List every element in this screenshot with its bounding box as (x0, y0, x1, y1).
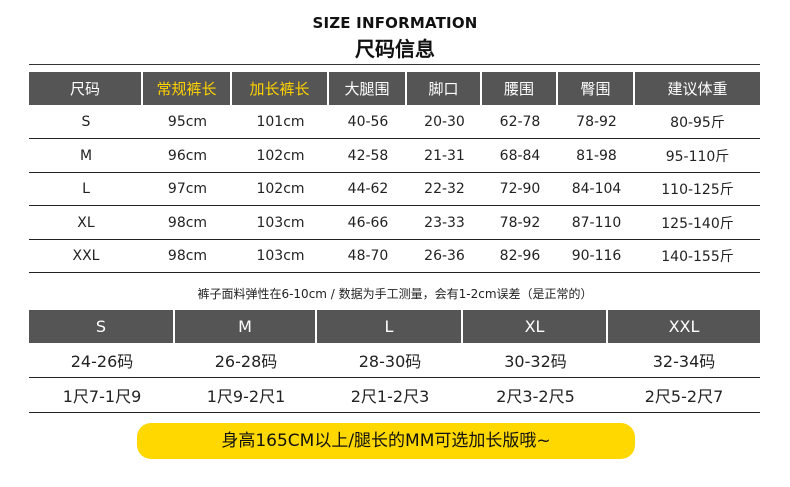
col-header-l: L (317, 310, 463, 343)
cell-long-length: 103cm (232, 206, 329, 240)
cell-waist-chi: 2尺5-2尺7 (608, 378, 760, 413)
col-header-xxl: XXL (608, 310, 760, 343)
cell-thigh: 46-66 (329, 206, 407, 240)
cell-thigh: 44-62 (329, 173, 407, 206)
cell-waist-chi: 1尺9-2尺1 (175, 378, 317, 413)
col-header-hip: 臀围 (558, 72, 635, 105)
cell-long-length: 102cm (232, 139, 329, 173)
col-header-regular-length: 常规裤长 (143, 72, 232, 105)
cell-hem: 22-32 (407, 173, 482, 206)
table1-header-row: 尺码 常规裤长 加长裤长 大腿围 脚口 腰围 臀围 建议体重 (29, 72, 760, 105)
table-row: 24-26码 26-28码 28-30码 30-32码 32-34码 (29, 343, 760, 378)
cell-size: XXL (29, 240, 143, 273)
cell-regular-length: 98cm (143, 240, 232, 273)
table2-header-row: S M L XL XXL (29, 310, 760, 343)
cell-hip: 81-98 (558, 139, 635, 173)
cell-weight: 140-155斤 (635, 240, 760, 273)
cell-waist-chi: 2尺3-2尺5 (463, 378, 608, 413)
table-row: 1尺7-1尺9 1尺9-2尺1 2尺1-2尺3 2尺3-2尺5 2尺5-2尺7 (29, 378, 760, 413)
size-measurement-table: 尺码 常规裤长 加长裤长 大腿围 脚口 腰围 臀围 建议体重 S 95cm 10… (29, 72, 760, 273)
table-row: S 95cm 101cm 40-56 20-30 62-78 78-92 80-… (29, 105, 760, 139)
title-divider (29, 64, 760, 65)
col-header-weight: 建议体重 (635, 72, 760, 105)
long-version-banner: 身高165CM以上/腿长的MM可选加长版哦~ (137, 423, 635, 459)
col-header-long-length: 加长裤长 (232, 72, 329, 105)
cell-thigh: 40-56 (329, 105, 407, 139)
table-row: XXL 98cm 103cm 48-70 26-36 82-96 90-116 … (29, 240, 760, 273)
size-info-title-en: SIZE INFORMATION (312, 14, 478, 32)
col-header-waist: 腰围 (482, 72, 558, 105)
measurement-note: 裤子面料弹性在6-10cm / 数据为手工测量，会有1-2cm误差（是正常的） (197, 287, 593, 301)
cell-thigh: 48-70 (329, 240, 407, 273)
cell-waist-size: 26-28码 (175, 343, 317, 378)
cell-size: XL (29, 206, 143, 240)
cell-waist-chi: 2尺1-2尺3 (317, 378, 463, 413)
col-header-s: S (29, 310, 175, 343)
cell-waist-size: 32-34码 (608, 343, 760, 378)
cell-waist-chi: 1尺7-1尺9 (29, 378, 175, 413)
cell-weight: 80-95斤 (635, 105, 760, 139)
cell-waist: 68-84 (482, 139, 558, 173)
cell-waist: 82-96 (482, 240, 558, 273)
cell-waist: 62-78 (482, 105, 558, 139)
cell-long-length: 101cm (232, 105, 329, 139)
cell-long-length: 102cm (232, 173, 329, 206)
cell-weight: 95-110斤 (635, 139, 760, 173)
col-header-xl: XL (463, 310, 608, 343)
cell-hem: 20-30 (407, 105, 482, 139)
col-header-thigh: 大腿围 (329, 72, 407, 105)
cell-regular-length: 97cm (143, 173, 232, 206)
cell-weight: 125-140斤 (635, 206, 760, 240)
cell-size: M (29, 139, 143, 173)
cell-regular-length: 96cm (143, 139, 232, 173)
size-info-title-cn: 尺码信息 (355, 37, 435, 61)
cell-size: S (29, 105, 143, 139)
cell-waist-size: 28-30码 (317, 343, 463, 378)
cell-size: L (29, 173, 143, 206)
table-row: XL 98cm 103cm 46-66 23-33 78-92 87-110 1… (29, 206, 760, 240)
cell-hip: 84-104 (558, 173, 635, 206)
cell-hem: 26-36 (407, 240, 482, 273)
cell-waist-size: 24-26码 (29, 343, 175, 378)
cell-waist-size: 30-32码 (463, 343, 608, 378)
cell-thigh: 42-58 (329, 139, 407, 173)
cell-hip: 90-116 (558, 240, 635, 273)
cell-hem: 21-31 (407, 139, 482, 173)
cell-waist: 72-90 (482, 173, 558, 206)
cell-hip: 78-92 (558, 105, 635, 139)
cell-regular-length: 95cm (143, 105, 232, 139)
col-header-size: 尺码 (29, 72, 143, 105)
table-row: M 96cm 102cm 42-58 21-31 68-84 81-98 95-… (29, 139, 760, 173)
col-header-m: M (175, 310, 317, 343)
cell-regular-length: 98cm (143, 206, 232, 240)
cell-long-length: 103cm (232, 240, 329, 273)
col-header-hem: 脚口 (407, 72, 482, 105)
cell-weight: 110-125斤 (635, 173, 760, 206)
size-conversion-table: S M L XL XXL 24-26码 26-28码 28-30码 30-32码… (29, 310, 760, 413)
cell-hip: 87-110 (558, 206, 635, 240)
cell-waist: 78-92 (482, 206, 558, 240)
table-row: L 97cm 102cm 44-62 22-32 72-90 84-104 11… (29, 173, 760, 206)
cell-hem: 23-33 (407, 206, 482, 240)
